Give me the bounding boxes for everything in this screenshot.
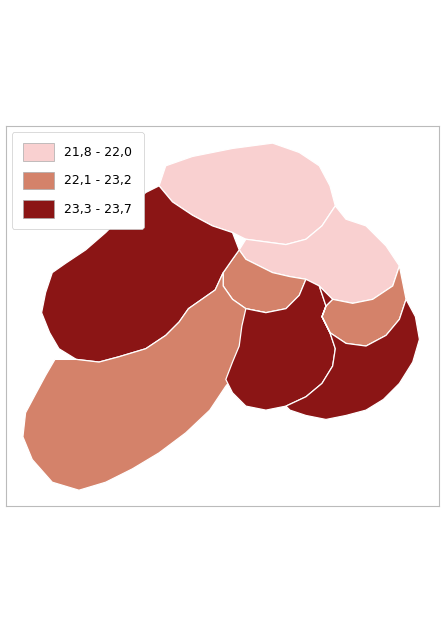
Polygon shape <box>286 286 420 420</box>
Polygon shape <box>322 266 406 346</box>
Legend: 21,8 - 22,0, 22,1 - 23,2, 23,3 - 23,7: 21,8 - 22,0, 22,1 - 23,2, 23,3 - 23,7 <box>12 132 144 229</box>
Polygon shape <box>159 143 336 245</box>
Polygon shape <box>239 206 400 303</box>
Polygon shape <box>226 279 336 410</box>
Polygon shape <box>41 186 239 362</box>
Polygon shape <box>223 250 306 313</box>
Polygon shape <box>23 272 266 490</box>
